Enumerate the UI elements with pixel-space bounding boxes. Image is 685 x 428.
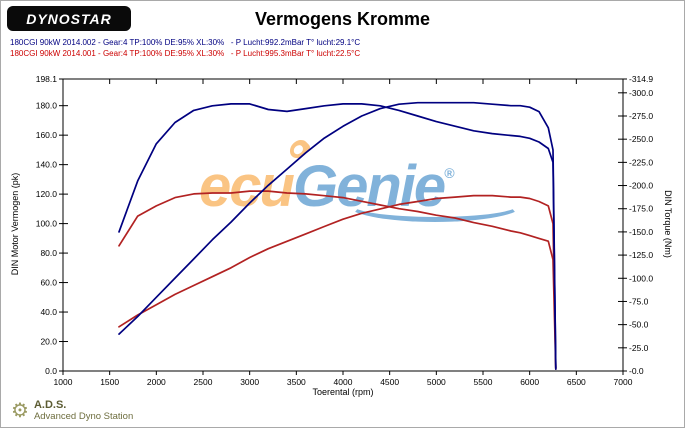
curve-koppel-2014.001 [118, 190, 557, 370]
y-right-tick-label: -300.0 [629, 88, 653, 98]
x-tick-label: 3000 [240, 377, 259, 387]
y-right-tick-label: -125.0 [629, 250, 653, 260]
swoosh-underline [347, 187, 523, 222]
page-title: Vermogens Kromme [254, 9, 431, 29]
watermark-ecu-text: ecu [199, 154, 295, 219]
y-left-tick-label: 0.0 [45, 366, 57, 376]
y-right-tick-label: -150.0 [629, 227, 653, 237]
y-right-tick-label: -314.9 [629, 74, 653, 84]
y-right-tick-label: -25.0 [629, 343, 649, 353]
gear-icon: ⚙ [11, 399, 29, 422]
x-tick-label: 2000 [147, 377, 166, 387]
x-tick-label: 6000 [520, 377, 539, 387]
x-axis-title: Toerental (rpm) [312, 387, 374, 397]
x-tick-label: 4000 [334, 377, 353, 387]
x-tick-label: 4500 [380, 377, 399, 387]
y-right-tick-label: -200.0 [629, 181, 653, 191]
y-left-tick-label: 180.0 [36, 101, 58, 111]
dynostar-logo-text: DYNOSTAR [26, 10, 112, 27]
x-tick-label: 5500 [474, 377, 493, 387]
y-right-tick-label: -175.0 [629, 204, 653, 214]
y-left-tick-label: 120.0 [36, 189, 58, 199]
plot-border [62, 78, 624, 372]
y-left-tick-label: 140.0 [36, 160, 58, 170]
y-left-tick-label: 80.0 [40, 248, 57, 258]
curve-vermogen-2014.002 [118, 101, 557, 369]
y-right-tick-label: -225.0 [629, 157, 653, 167]
curve-koppel-2014.002 [118, 103, 557, 370]
y-left-tick-label: 20.0 [40, 337, 57, 347]
legend-run-1: 180CGI 90kW 2014.002 - Gear:4 TP:100% DE… [10, 38, 361, 47]
x-tick-label: 3500 [287, 377, 306, 387]
curve-vermogen-2014.001 [118, 194, 557, 369]
ecugenie-watermark: ecuGenie® [199, 136, 523, 222]
y-right-tick-label: -50.0 [629, 320, 649, 330]
y-right-tick-label: -250.0 [629, 134, 653, 144]
ads-name: Advanced Dyno Station [33, 411, 134, 422]
y-right-tick-label: -275.0 [629, 111, 653, 121]
x-tick-label: 5000 [427, 377, 446, 387]
x-tick-label: 1500 [100, 377, 119, 387]
y-left-tick-label: 60.0 [40, 278, 57, 288]
y-axis-title-right: DIN Torque (Nm) [663, 190, 673, 258]
legend-run-2: 180CGI 90kW 2014.001 - Gear:4 TP:100% DE… [10, 49, 361, 58]
dynostar-logo: DYNOSTAR [7, 6, 131, 31]
x-tick-label: 6500 [567, 377, 586, 387]
x-tick-label: 1000 [54, 377, 73, 387]
y-axis-title-left: DIN Motor Vermogen (pk) [10, 172, 20, 276]
x-tick-label: 7000 [614, 377, 633, 387]
y-right-tick-label: -0.0 [629, 366, 644, 376]
y-left-tick-label: 40.0 [40, 307, 57, 317]
registered-mark-icon: ® [444, 165, 455, 181]
y-left-tick-label: 100.0 [36, 219, 58, 229]
x-tick-label: 2500 [194, 377, 213, 387]
ads-abbr: A.D.S. [33, 399, 67, 411]
y-right-tick-label: -100.0 [629, 273, 653, 283]
y-right-tick-label: -75.0 [629, 296, 649, 306]
ads-text-block: A.D.S. Advanced Dyno Station [34, 399, 133, 422]
y-left-tick-label: 198.1 [36, 74, 58, 84]
ads-branding: ⚙ A.D.S. Advanced Dyno Station [11, 399, 133, 422]
y-left-tick-label: 160.0 [36, 130, 58, 140]
